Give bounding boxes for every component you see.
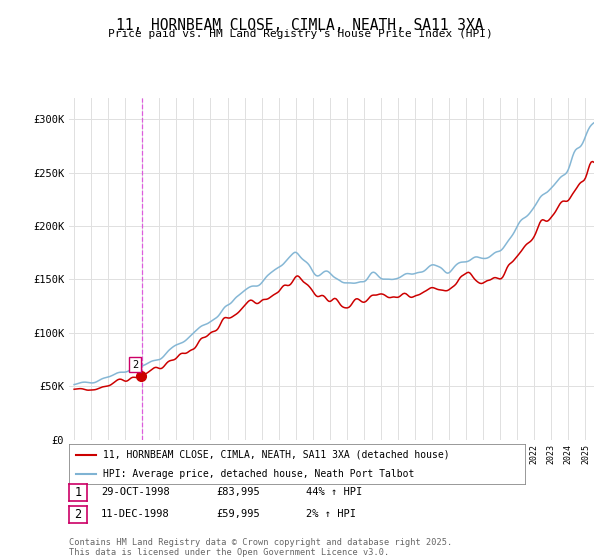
Text: £83,995: £83,995 (216, 487, 260, 497)
Text: 1: 1 (74, 486, 82, 499)
Text: 11, HORNBEAM CLOSE, CIMLA, NEATH, SA11 3XA (detached house): 11, HORNBEAM CLOSE, CIMLA, NEATH, SA11 3… (103, 450, 450, 460)
Text: 11-DEC-1998: 11-DEC-1998 (101, 509, 170, 519)
Text: 2: 2 (132, 360, 139, 370)
Text: 11, HORNBEAM CLOSE, CIMLA, NEATH, SA11 3XA: 11, HORNBEAM CLOSE, CIMLA, NEATH, SA11 3… (116, 18, 484, 33)
Text: 2: 2 (74, 508, 82, 521)
Text: 29-OCT-1998: 29-OCT-1998 (101, 487, 170, 497)
Text: HPI: Average price, detached house, Neath Port Talbot: HPI: Average price, detached house, Neat… (103, 469, 415, 478)
Text: £59,995: £59,995 (216, 509, 260, 519)
Text: Price paid vs. HM Land Registry's House Price Index (HPI): Price paid vs. HM Land Registry's House … (107, 29, 493, 39)
Text: 44% ↑ HPI: 44% ↑ HPI (306, 487, 362, 497)
Text: Contains HM Land Registry data © Crown copyright and database right 2025.
This d: Contains HM Land Registry data © Crown c… (69, 538, 452, 557)
Text: 2% ↑ HPI: 2% ↑ HPI (306, 509, 356, 519)
